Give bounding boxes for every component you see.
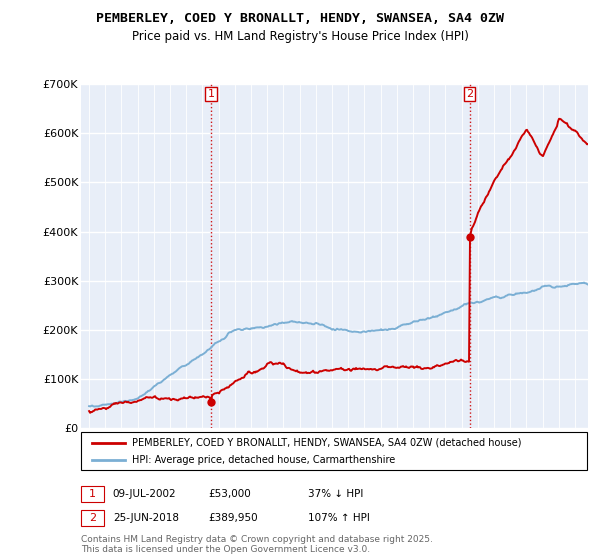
Text: HPI: Average price, detached house, Carmarthenshire: HPI: Average price, detached house, Carm… [132,455,395,465]
Text: 2: 2 [89,513,96,523]
Text: £53,000: £53,000 [209,489,251,499]
Text: 107% ↑ HPI: 107% ↑ HPI [308,513,370,523]
Text: Price paid vs. HM Land Registry's House Price Index (HPI): Price paid vs. HM Land Registry's House … [131,30,469,43]
Text: £389,950: £389,950 [209,513,259,523]
Text: 1: 1 [89,489,96,499]
Text: 1: 1 [208,89,214,99]
Text: 37% ↓ HPI: 37% ↓ HPI [308,489,363,499]
Text: 25-JUN-2018: 25-JUN-2018 [113,513,179,523]
Text: PEMBERLEY, COED Y BRONALLT, HENDY, SWANSEA, SA4 0ZW (detached house): PEMBERLEY, COED Y BRONALLT, HENDY, SWANS… [132,438,521,448]
Text: PEMBERLEY, COED Y BRONALLT, HENDY, SWANSEA, SA4 0ZW: PEMBERLEY, COED Y BRONALLT, HENDY, SWANS… [96,12,504,25]
Text: Contains HM Land Registry data © Crown copyright and database right 2025.
This d: Contains HM Land Registry data © Crown c… [81,535,433,554]
Text: 2: 2 [466,89,473,99]
Text: 09-JUL-2002: 09-JUL-2002 [113,489,176,499]
